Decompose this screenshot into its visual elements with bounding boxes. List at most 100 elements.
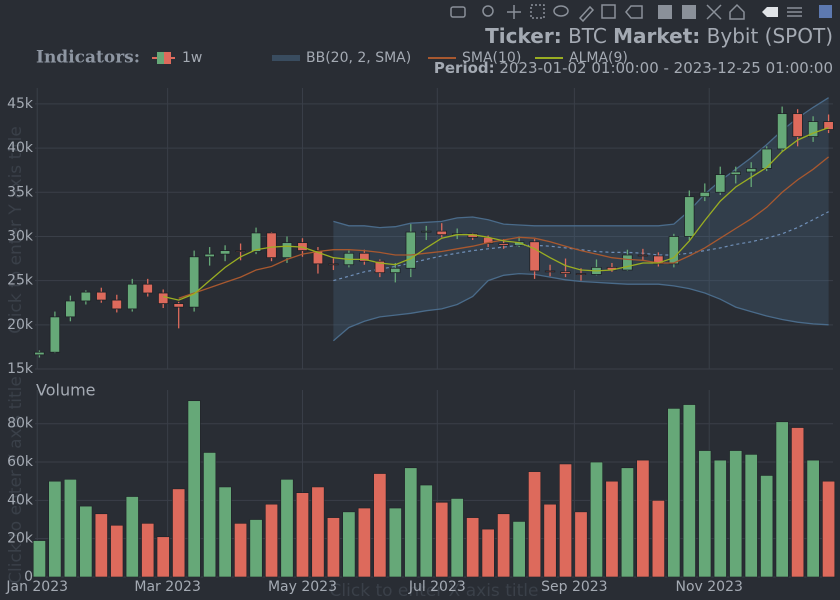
candle-body [142,283,153,294]
camera-icon[interactable] [450,6,466,18]
erase-icon[interactable] [625,5,643,19]
chart-title: Ticker: BTC Market: Bybit (SPOT) [485,24,833,48]
volume-bar [667,408,681,578]
legend-label: BB(20, 2, SMA) [306,50,411,66]
volume-bar [311,486,325,578]
lasso-icon[interactable] [553,5,569,17]
ticker-label: Ticker: [485,24,562,48]
y-axis-title[interactable]: Click to enter Y axis title [6,126,26,334]
volume-bar [512,521,526,578]
zoom-icon[interactable] [482,5,494,17]
hover-icon[interactable] [787,7,802,17]
spike-icon[interactable] [762,7,778,17]
period-label: Period: [434,59,495,77]
candle-body [204,253,215,258]
candle-body [80,291,92,302]
volume-bar [249,519,263,578]
volume-bar [806,459,820,578]
candle-body [575,273,587,275]
candle-body [390,267,401,274]
y-tick-label: 0 [24,569,33,585]
legend-title: Indicators: [36,48,140,68]
volume-bar [791,427,805,578]
market-label: Market: [613,24,700,48]
candle-body [96,291,107,301]
volume-bar [528,471,542,578]
volume-bar [187,400,201,578]
x-tick-label: Sep 2023 [541,579,607,595]
volume-bar [172,488,186,578]
legend-label: ALMA(9) [569,50,628,66]
candle-body [684,196,695,237]
volume-bar [713,459,727,578]
candle-body [173,303,184,308]
volume-bar [156,536,170,578]
y-tick-label: 20k [7,531,34,547]
volume-bar [559,463,573,578]
plotly-logo[interactable] [819,5,832,18]
candle-body [49,316,61,353]
volume-bar [698,450,712,578]
legend-swatch [157,52,164,64]
x-axis-title[interactable]: Click to enter X axis title [330,581,539,600]
legend: 1w BB(20, 2, SMA) SMA(10) ALMA(9) [152,50,628,66]
volume-bar [404,467,418,578]
volume-bar [435,501,449,578]
x-tick-label: Mar 2023 [134,579,201,595]
candle-body [622,254,633,271]
y-axis-title[interactable]: Click to enter Y axis title [6,376,26,584]
y-tick-label: 40k [7,140,34,156]
volume-bar [141,523,155,578]
draw-icon[interactable] [578,5,595,23]
period: Period: 2023-01-02 01:00:00 - 2023-12-25… [434,59,833,77]
candle-body [374,260,386,274]
volume-bar [497,513,511,578]
volume-bar [234,523,248,578]
candle-body [823,121,834,130]
market: Bybit (SPOT) [707,24,833,48]
y-tick-label: 20k [7,317,34,333]
volume-bar [342,511,356,578]
band-lower [332,272,829,342]
volume-bar [543,503,557,578]
volume-bar [729,450,743,578]
pan-icon[interactable] [507,5,521,19]
candle-body [544,270,556,273]
volume-bar [574,511,588,578]
candle-body [560,271,571,274]
zoom-out-icon[interactable] [682,5,696,19]
x-tick-label: May 2023 [268,579,337,595]
candle-body [266,232,277,259]
candle-body [513,241,525,246]
draw-rect-icon[interactable] [601,4,616,19]
volume-bar [589,461,603,578]
volume-bar [94,513,108,578]
candle-body [529,241,540,272]
candle-body [807,121,819,138]
candle-body [34,351,45,356]
zoom-in-icon[interactable] [658,5,672,19]
candle-body [235,250,246,252]
period-value: 2023-01-02 01:00:00 - 2023-12-25 01:00:0… [499,59,833,77]
volume-bar [295,492,309,578]
candle-body [637,254,649,257]
candle-body [405,231,416,269]
box-select-icon[interactable] [530,4,545,19]
candle-body [730,171,741,175]
legend-label: SMA(10) [462,50,521,66]
candle-body [328,263,339,266]
candle-body [776,113,788,150]
volume-bar [110,524,124,578]
candle-body [421,230,432,233]
autoscale-icon[interactable] [706,4,722,20]
volume-title: Volume [36,381,96,400]
volume-bar [280,478,294,578]
candle-body [746,168,757,173]
volume-bar [481,528,495,578]
y-tick-label: 30k [7,228,34,244]
modebar [450,3,832,23]
reset-icon[interactable] [729,3,745,20]
indicator-line [178,156,830,299]
volume-bar [605,480,619,578]
volume-bar [636,459,650,578]
